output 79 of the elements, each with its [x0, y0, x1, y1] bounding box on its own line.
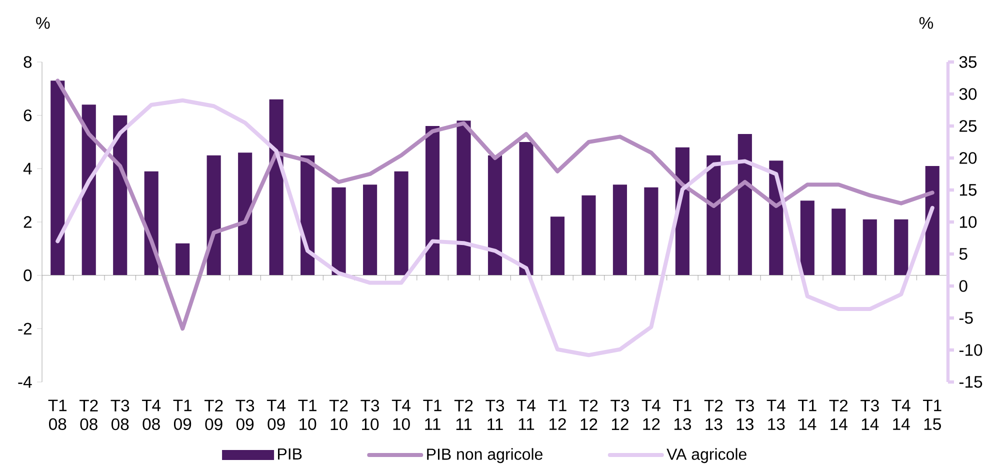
y2-tick-label: 35	[959, 56, 977, 68]
bar	[176, 243, 190, 276]
x-tick-label: T2 14	[829, 400, 848, 430]
x-tick-label: T3 10	[360, 400, 380, 430]
bar	[425, 126, 440, 276]
bar	[832, 208, 846, 276]
x-tick-label: T1 12	[548, 400, 566, 430]
y2-tick-label: -15	[959, 376, 982, 388]
x-tick-label: T1 09	[173, 400, 192, 430]
y2-tick-label: 25	[960, 120, 977, 132]
x-tick-label: T1 15	[923, 400, 942, 430]
bar	[238, 152, 252, 276]
bar	[488, 155, 502, 276]
bar	[82, 104, 96, 276]
y-tick-label: -2	[18, 322, 32, 334]
x-tick-label: T3 11	[486, 400, 504, 430]
x-tick-label: T1 08	[48, 400, 67, 430]
y-tick-label: 0	[24, 269, 32, 282]
x-tick-label: T4 10	[392, 400, 411, 430]
bar	[706, 155, 721, 276]
x-tick-label: T4 11	[516, 400, 536, 430]
x-tick-label: T2 10	[329, 400, 348, 430]
bar	[113, 115, 128, 276]
bar	[612, 184, 627, 276]
x-tick-label: T2 13	[704, 400, 723, 430]
y2-tick-label: 30	[959, 88, 977, 100]
bar	[738, 134, 752, 276]
bar	[550, 216, 565, 276]
bar	[862, 219, 877, 276]
y-tick-label: 6	[24, 109, 32, 122]
x-tick-label: T1 13	[673, 400, 692, 430]
y-axis-title: %	[36, 17, 50, 29]
bar	[582, 195, 596, 276]
x-tick-label: T3 14	[860, 400, 879, 430]
x-tick-label: T1 10	[298, 400, 316, 430]
x-tick-label: T1 11	[423, 400, 442, 430]
x-tick-label: T1 14	[798, 400, 816, 430]
y2-tick-label: -5	[959, 312, 973, 324]
y2-tick-label: -10	[959, 344, 982, 356]
x-tick-label: T4 08	[142, 400, 161, 430]
bar	[644, 187, 658, 276]
bar	[925, 166, 940, 276]
bar	[363, 184, 378, 276]
bar	[394, 171, 408, 276]
line-series	[56, 98, 934, 358]
y-tick-label: 2	[24, 216, 32, 228]
bar	[50, 80, 65, 276]
y2-tick-label: 0	[959, 280, 968, 292]
x-tick-label: T3 08	[110, 400, 130, 430]
bar	[206, 155, 221, 276]
x-tick-label: T4 13	[766, 400, 786, 430]
bar	[519, 142, 534, 276]
y2-tick-label: 5	[959, 248, 968, 260]
y-tick-label: -4	[18, 376, 32, 388]
y-tick-label: 4	[23, 162, 32, 174]
bar	[332, 187, 346, 276]
y2-tick-label: 10	[960, 216, 977, 228]
x-tick-label: T2 11	[454, 400, 473, 430]
x-tick-label: T3 12	[610, 400, 629, 430]
line-series	[56, 78, 934, 331]
legend-label: VA agricole	[666, 448, 746, 464]
bar	[800, 200, 814, 276]
x-tick-label: T4 12	[642, 400, 660, 430]
x-tick-label: T4 09	[266, 400, 286, 430]
x-tick-label: T4 14	[892, 400, 910, 430]
x-tick-label: T3 09	[236, 400, 254, 430]
bar	[269, 99, 284, 276]
y2-axis-title: %	[919, 17, 934, 29]
x-tick-label: T2 08	[80, 400, 98, 430]
y-tick-label: 8	[24, 56, 32, 68]
bar	[894, 219, 908, 276]
bar	[456, 120, 471, 276]
y2-tick-label: 15	[960, 184, 977, 196]
legend-label: PIB	[278, 448, 302, 460]
y2-tick-label: 20	[960, 152, 977, 164]
x-tick-label: T2 12	[579, 400, 598, 430]
legend-label: PIB non agricole	[427, 448, 542, 464]
x-tick-label: T3 13	[736, 400, 754, 430]
x-tick-label: T2 09	[204, 400, 223, 430]
